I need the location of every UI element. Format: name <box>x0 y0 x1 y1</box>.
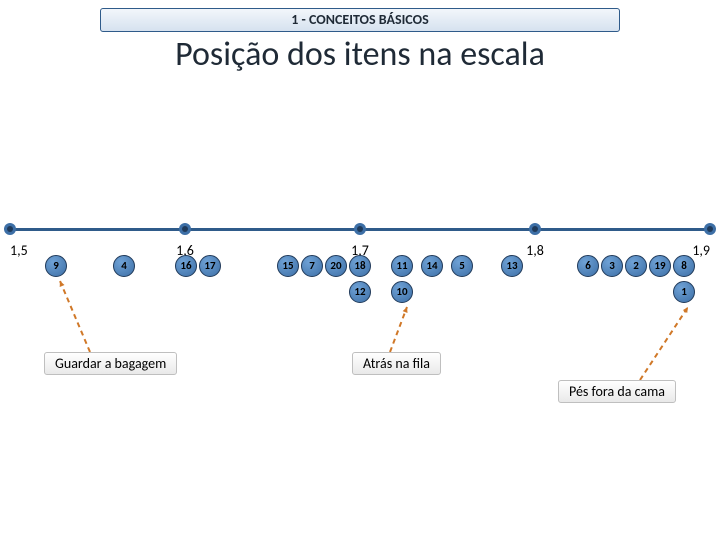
item-marker-label: 18 <box>354 259 365 272</box>
item-marker-label: 3 <box>609 259 615 272</box>
item-marker: 20 <box>325 255 347 277</box>
callout-box: Pés fora da cama <box>558 380 676 403</box>
item-marker: 13 <box>501 255 523 277</box>
item-marker-label: 14 <box>426 259 437 272</box>
item-marker-label: 17 <box>204 259 215 272</box>
item-marker-label: 13 <box>506 259 517 272</box>
item-marker: 18 <box>349 255 371 277</box>
axis-tick-inner <box>182 226 188 232</box>
axis-tick-label: 1,9 <box>692 242 710 259</box>
axis-tick-inner <box>7 226 13 232</box>
axis-tick-label: 1,5 <box>10 242 28 259</box>
page-title: Posição dos itens na escala <box>0 34 720 75</box>
item-marker: 1 <box>673 281 695 303</box>
callout-box: Atrás na fila <box>352 352 441 375</box>
item-marker-label: 2 <box>633 259 639 272</box>
item-marker-label: 10 <box>396 285 407 298</box>
item-marker-label: 12 <box>354 285 365 298</box>
item-marker: 3 <box>601 255 623 277</box>
item-marker-label: 11 <box>396 259 407 272</box>
item-marker-label: 4 <box>121 259 127 272</box>
item-marker-label: 6 <box>585 259 591 272</box>
item-marker: 9 <box>45 255 67 277</box>
callout-box: Guardar a bagagem <box>44 352 177 375</box>
item-marker: 11 <box>391 255 413 277</box>
item-marker: 5 <box>451 255 473 277</box>
item-marker: 2 <box>625 255 647 277</box>
item-marker-label: 9 <box>53 259 59 272</box>
item-marker: 10 <box>391 281 413 303</box>
item-marker-label: 20 <box>330 259 341 272</box>
callout-text: Pés fora da cama <box>569 383 665 400</box>
section-header: 1 - CONCEITOS BÁSICOS <box>100 8 620 32</box>
item-marker: 4 <box>113 255 135 277</box>
axis-tick-inner <box>707 226 713 232</box>
item-marker-label: 7 <box>309 259 315 272</box>
item-marker-label: 8 <box>681 259 687 272</box>
item-marker-label: 16 <box>180 259 191 272</box>
item-marker: 12 <box>349 281 371 303</box>
item-marker-label: 5 <box>459 259 465 272</box>
item-marker: 17 <box>199 255 221 277</box>
item-marker-label: 19 <box>654 259 665 272</box>
callout-text: Atrás na fila <box>363 355 430 372</box>
item-marker: 15 <box>277 255 299 277</box>
axis-tick-label: 1,8 <box>526 242 544 259</box>
item-marker: 8 <box>673 255 695 277</box>
callout-text: Guardar a bagagem <box>55 355 166 372</box>
section-header-text: 1 - CONCEITOS BÁSICOS <box>291 11 428 28</box>
axis-tick-inner <box>357 226 363 232</box>
item-marker: 6 <box>577 255 599 277</box>
item-marker: 16 <box>175 255 197 277</box>
page-title-text: Posição dos itens na escala <box>175 34 545 75</box>
item-marker-label: 15 <box>282 259 293 272</box>
item-marker-label: 1 <box>681 285 687 298</box>
axis-tick-inner <box>532 226 538 232</box>
item-marker: 7 <box>301 255 323 277</box>
item-marker: 19 <box>649 255 671 277</box>
item-marker: 14 <box>421 255 443 277</box>
